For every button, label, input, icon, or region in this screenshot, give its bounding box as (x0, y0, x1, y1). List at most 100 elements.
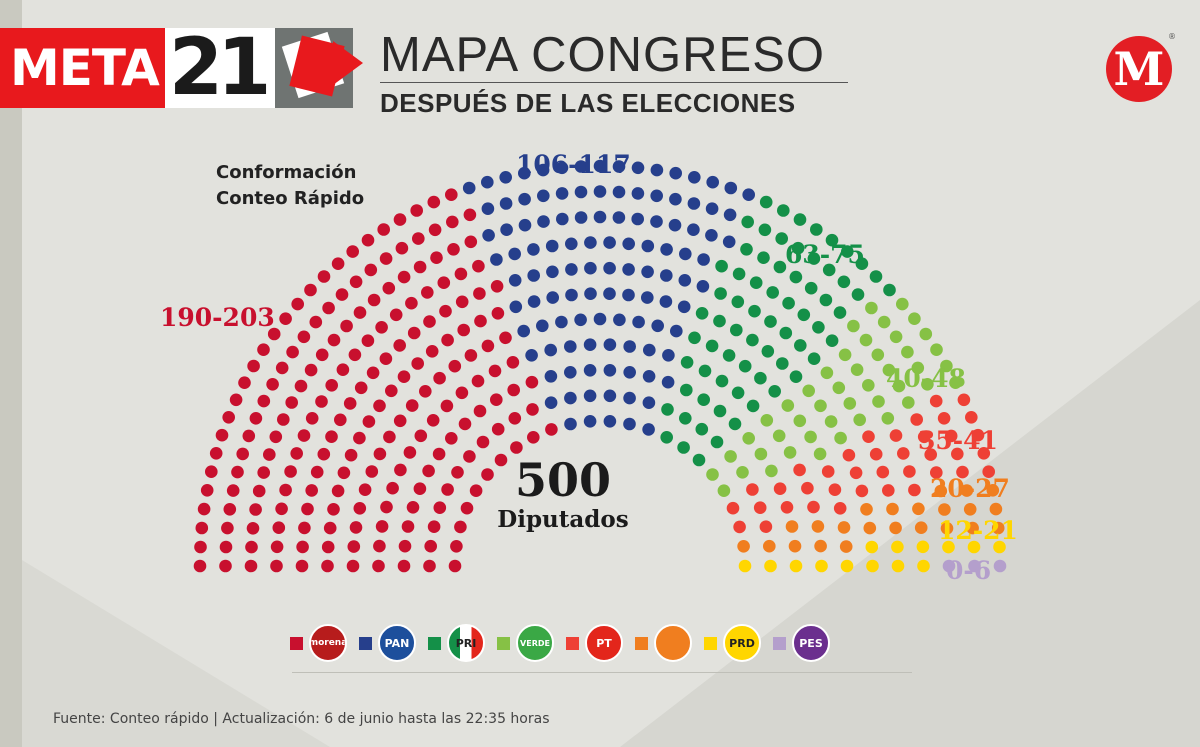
pri-logo: PRI (447, 624, 485, 662)
seat (724, 181, 738, 195)
seat (741, 215, 754, 229)
seat (989, 502, 1003, 516)
seat (427, 520, 441, 533)
seat (457, 323, 471, 337)
seat (593, 185, 607, 198)
seat (422, 464, 435, 478)
seat (430, 251, 443, 264)
seat (942, 540, 955, 554)
seat (631, 187, 645, 200)
seat (789, 370, 803, 384)
seat (862, 430, 875, 444)
seat (349, 521, 363, 534)
seat (623, 340, 636, 353)
seat (740, 243, 753, 256)
seat (564, 366, 577, 379)
seat (401, 520, 415, 533)
seat (413, 482, 427, 496)
seat (967, 540, 981, 554)
seat (758, 223, 772, 237)
seat-group-pan (462, 159, 755, 436)
seat (869, 270, 883, 283)
seat (525, 375, 539, 389)
seat (406, 501, 420, 514)
seat (813, 447, 827, 461)
seat (696, 280, 710, 293)
seat (849, 466, 863, 480)
meta21-logo: META 21 (0, 28, 354, 108)
seat (494, 453, 508, 467)
seat (455, 386, 469, 400)
seat (222, 411, 235, 424)
seat (372, 559, 385, 573)
seat (377, 223, 391, 236)
seat (892, 379, 906, 393)
seat (437, 276, 451, 290)
seat (705, 339, 719, 353)
seat (679, 247, 692, 261)
seat (622, 288, 635, 302)
legend-item-label: PES (799, 636, 823, 650)
seat (275, 502, 288, 516)
seat (397, 370, 411, 384)
seat (715, 374, 729, 388)
seat (379, 252, 393, 265)
seat (678, 274, 692, 287)
seat (584, 287, 597, 301)
seat (697, 393, 710, 407)
seat (305, 484, 319, 497)
seat (275, 361, 289, 375)
seat (405, 296, 418, 310)
seat (911, 361, 925, 375)
seat (304, 363, 318, 377)
seat (802, 384, 815, 398)
seat (593, 159, 607, 173)
seat (924, 448, 937, 461)
seat (821, 465, 835, 478)
legend-item: PT (566, 624, 623, 662)
seat (379, 352, 393, 366)
seat (650, 215, 663, 228)
seat (219, 559, 232, 573)
seat (193, 559, 207, 573)
seat (383, 430, 396, 444)
legend-item-label: PT (596, 636, 612, 650)
seat (525, 349, 538, 362)
seat (738, 559, 752, 573)
legend-swatch (704, 636, 717, 650)
seat (641, 291, 654, 304)
seat (221, 521, 234, 535)
seat (423, 315, 436, 328)
seat (642, 423, 655, 436)
seat (450, 540, 463, 553)
seat (814, 399, 827, 413)
seat (455, 295, 469, 309)
seat (510, 441, 523, 454)
party-legend: morena PAN PRI VERDE PT PRD PES (290, 624, 842, 662)
seat (882, 484, 895, 497)
seat (603, 389, 617, 403)
seat (754, 371, 767, 385)
seat (424, 539, 438, 553)
chart-label-line-2: Conteo Rápido (216, 188, 365, 209)
seat (908, 483, 921, 497)
seat (527, 431, 540, 444)
seat (642, 396, 656, 410)
seat (593, 210, 607, 224)
seat (896, 297, 909, 311)
seat (195, 521, 209, 535)
seat (869, 447, 883, 461)
seat (257, 394, 271, 408)
seat (764, 315, 777, 328)
seat (200, 484, 214, 497)
seat (583, 338, 597, 352)
seat (481, 202, 495, 215)
seat (855, 257, 869, 271)
seat (622, 263, 635, 276)
seat (717, 484, 731, 498)
seat (668, 218, 682, 232)
seat (315, 395, 328, 408)
seat (785, 520, 799, 533)
seat (612, 185, 626, 199)
seat (412, 232, 425, 245)
